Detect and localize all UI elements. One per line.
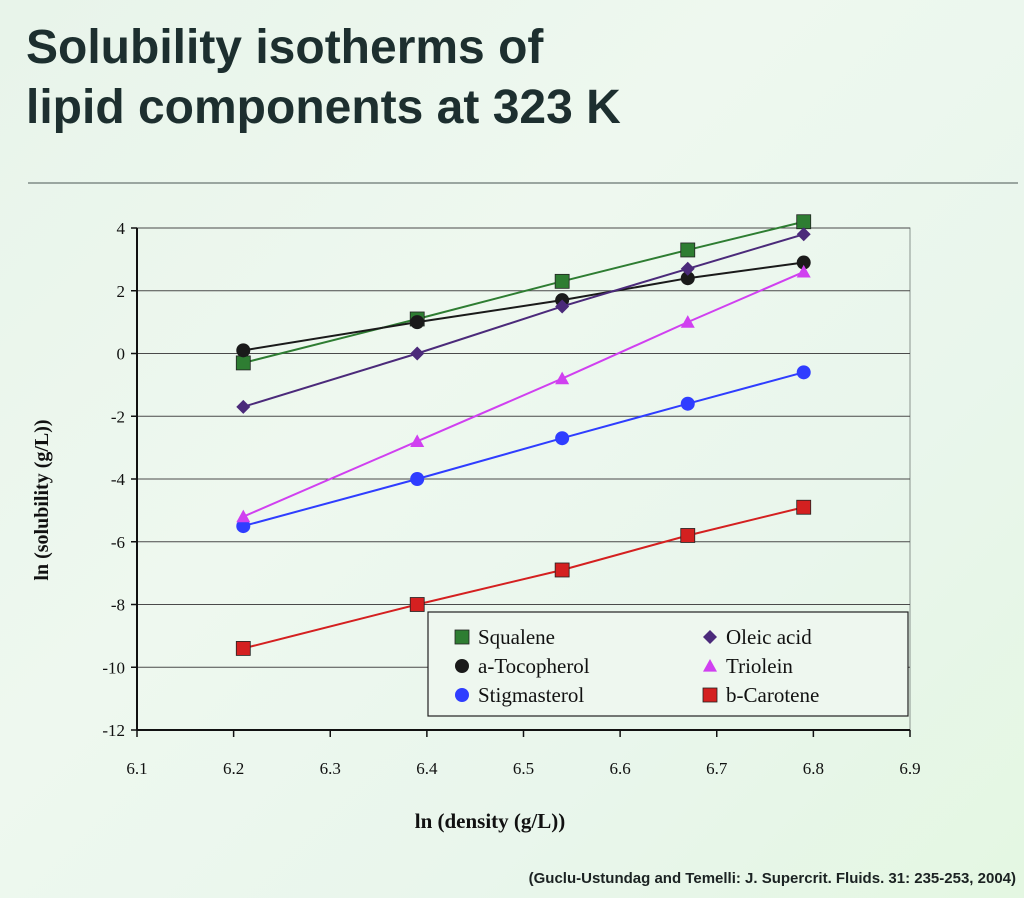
- legend-entry-squalene: Squalene: [454, 625, 555, 649]
- y-tick-label: 0: [117, 345, 126, 364]
- legend-entry-triolein: Triolein: [703, 654, 793, 678]
- y-tick-label: 2: [117, 282, 126, 301]
- x-tick-label: 6.3: [320, 759, 341, 778]
- legend-entry-b-carotene: b-Carotene: [702, 683, 819, 707]
- x-tick-label: 6.8: [803, 759, 824, 778]
- title-divider: [28, 182, 1018, 184]
- x-tick-label: 6.2: [223, 759, 244, 778]
- data-point-squalene: [796, 214, 812, 230]
- legend-entry-oleic-acid: Oleic acid: [703, 625, 812, 649]
- data-point-oleic-acid: [796, 227, 811, 242]
- slide-title-line-2: lipid components at 323 K: [26, 81, 621, 134]
- x-tick-label: 6.4: [416, 759, 438, 778]
- data-point-oleic-acid: [410, 346, 425, 361]
- data-point-a-tocopherol: [796, 255, 811, 270]
- data-point-squalene: [680, 242, 696, 258]
- data-point-b-carotene: [796, 499, 812, 515]
- x-tick-label: 6.7: [706, 759, 728, 778]
- legend-entry-a-tocopherol: a-Tocopherol: [455, 654, 590, 678]
- legend: Squalene a-Tocopherol Stigmasterol Oleic ac…: [427, 611, 909, 717]
- series-line-squalene: [243, 220, 804, 364]
- y-tick-label: -2: [111, 407, 125, 426]
- data-point-oleic-acid: [555, 299, 570, 314]
- data-point-oleic-acid: [236, 399, 251, 414]
- legend-label-b-carotene: b-Carotene: [726, 683, 819, 707]
- citation: (Guclu-Ustundag and Temelli: J. Supercri…: [528, 870, 1016, 887]
- data-point-stigmasterol: [555, 431, 570, 446]
- legend-marker-stigmasterol: [455, 688, 469, 702]
- x-tick-label: 6.9: [899, 759, 920, 778]
- data-point-oleic-acid: [680, 261, 695, 276]
- x-tick-label: 6.5: [513, 759, 534, 778]
- x-tick-label: 6.1: [126, 759, 147, 778]
- data-point-a-tocopherol: [236, 343, 251, 358]
- data-point-a-tocopherol: [410, 315, 425, 330]
- legend-marker-triolein: [703, 659, 717, 672]
- data-point-triolein: [236, 509, 251, 523]
- legend-marker-b-carotene: [702, 687, 718, 703]
- legend-label-triolein: Triolein: [726, 654, 793, 678]
- data-point-triolein: [410, 434, 425, 447]
- data-point-b-carotene: [235, 641, 251, 656]
- x-tick-label: 6.6: [610, 759, 631, 778]
- slide-title-line-1: Solubility isotherms of: [26, 21, 544, 74]
- data-point-triolein: [555, 371, 570, 385]
- data-point-stigmasterol: [236, 519, 251, 534]
- legend-marker-squalene: [454, 629, 470, 645]
- series-line-oleic-acid: [242, 233, 804, 408]
- series-line-a-tocopherol: [243, 261, 804, 352]
- y-tick-label: -12: [102, 721, 125, 740]
- data-point-a-tocopherol: [680, 271, 695, 286]
- data-point-triolein: [796, 264, 811, 278]
- data-point-b-carotene: [409, 597, 425, 612]
- slide-title: Solubility isotherms of lipid components…: [26, 18, 621, 138]
- y-tick-label: 4: [117, 219, 126, 238]
- y-axis-label: ln (solubility (g/L)): [31, 419, 53, 580]
- legend-label-stigmasterol: Stigmasterol: [478, 683, 584, 707]
- data-point-b-carotene: [680, 528, 696, 543]
- data-point-stigmasterol: [680, 396, 695, 411]
- plot-area: 4 2 0 -2 -4 -6 -8 -10 -126.1 6.2 6.3 6.4 6.5 6.6 6.7 6.…: [102, 214, 921, 778]
- legend-marker-a-tocopherol: [455, 659, 469, 673]
- legend-label-oleic-acid: Oleic acid: [726, 625, 812, 649]
- data-point-stigmasterol: [796, 365, 811, 380]
- y-tick-label: -4: [111, 470, 126, 489]
- x-axis-label: ln (density (g/L)): [415, 809, 566, 833]
- y-tick-label: -6: [111, 533, 125, 552]
- data-point-squalene: [235, 355, 251, 371]
- legend-marker-oleic-acid: [703, 630, 717, 644]
- legend-label-a-tocopherol: a-Tocopherol: [478, 654, 590, 678]
- legend-label-squalene: Squalene: [478, 625, 555, 649]
- legend-box: [427, 611, 909, 717]
- data-point-squalene: [554, 273, 570, 289]
- y-tick-label: -10: [102, 658, 125, 677]
- legend-entry-stigmasterol: Stigmasterol: [455, 683, 584, 707]
- data-point-triolein: [680, 315, 695, 328]
- data-point-b-carotene: [554, 562, 570, 578]
- y-tick-label: -8: [111, 596, 125, 615]
- data-point-stigmasterol: [410, 472, 425, 486]
